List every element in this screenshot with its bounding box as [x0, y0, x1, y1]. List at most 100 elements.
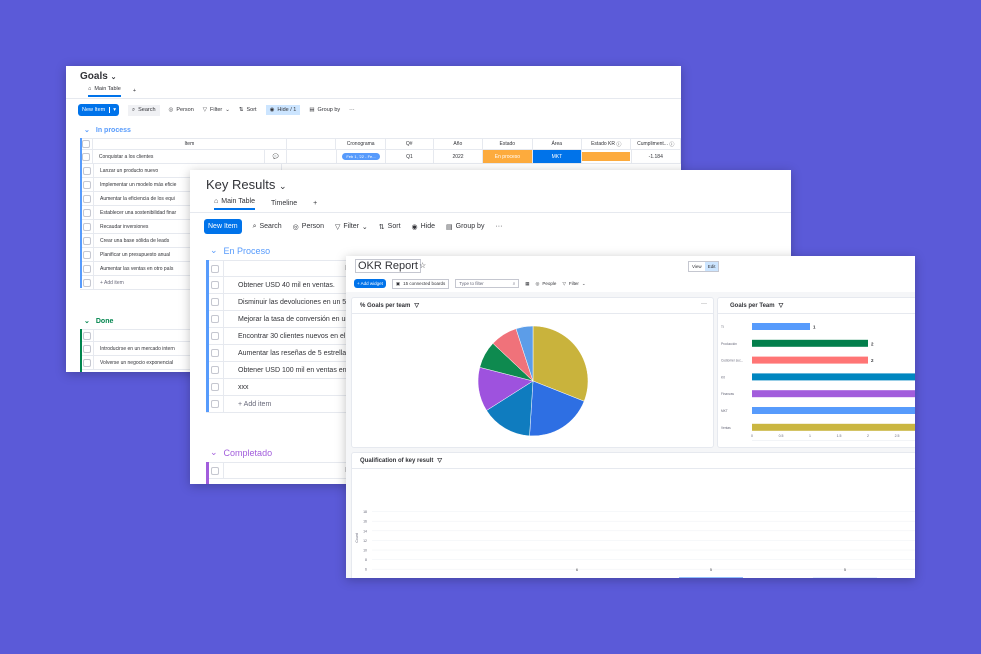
stacked-widget: Qualification of key result ▽ 4 6 8 10 12 14 16…: [351, 452, 915, 578]
add-item-row[interactable]: + Add item: [206, 396, 351, 413]
chevron-down-icon[interactable]: ⌄: [210, 245, 218, 255]
quarter-cell[interactable]: Q1: [386, 150, 434, 163]
tab-timeline[interactable]: Timeline: [270, 200, 298, 207]
filter-button[interactable]: ▽ Filter ⌄: [334, 223, 368, 231]
hide-button[interactable]: ◉ Hide: [411, 223, 436, 231]
group-by-button[interactable]: ▤ Group by: [446, 223, 485, 231]
person-button[interactable]: ◎ Person: [168, 107, 194, 113]
column-header[interactable]: [287, 139, 337, 149]
column-header[interactable]: Cumpliment... ⓘ: [631, 139, 681, 149]
table-row[interactable]: Aumentar las reseñas de 5 estrellas: [206, 345, 351, 362]
group-done[interactable]: ⌄ Done: [84, 317, 114, 326]
pie-widget: % Goals per team ▽ ···: [351, 297, 714, 448]
more-button[interactable]: ···: [701, 301, 707, 307]
table-row[interactable]: xxx: [206, 379, 351, 396]
new-item-button[interactable]: New Item ▾: [78, 104, 119, 116]
column-header[interactable]: Año: [434, 139, 484, 149]
star-icon[interactable]: ☆: [419, 261, 427, 270]
view-button[interactable]: View: [692, 264, 702, 269]
filter-icon[interactable]: ▽: [437, 458, 442, 464]
group-by-button[interactable]: ▤ Group by: [309, 107, 341, 113]
item-cell[interactable]: xxx: [224, 379, 351, 395]
item-cell[interactable]: Encontrar 30 clientes nuevos en el e: [224, 328, 351, 344]
select-all-checkbox[interactable]: [206, 261, 224, 276]
area-cell[interactable]: MKT: [532, 150, 583, 163]
filter-input[interactable]: Type to filter ⌕: [455, 279, 520, 288]
y-tick-label: Ventas: [721, 426, 731, 430]
status-cell[interactable]: En proceso: [483, 150, 533, 163]
edit-button[interactable]: Edit: [704, 262, 719, 271]
chevron-down-icon[interactable]: ⌄: [84, 127, 90, 134]
person-button[interactable]: ◎ Person: [292, 223, 324, 231]
column-header[interactable]: Estado KR ⓘ: [582, 139, 632, 149]
chevron-down-icon[interactable]: ⌄: [210, 447, 218, 457]
filter-button[interactable]: ▽ Filter ⌄: [202, 107, 230, 113]
table-row[interactable]: Conquistar a los clientes 💬 Feb 1, '22 -…: [80, 150, 681, 164]
more-button[interactable]: ···: [495, 223, 503, 230]
item-cell[interactable]: Aumentar las reseñas de 5 estrellas: [224, 345, 351, 361]
select-all-checkbox[interactable]: [80, 139, 93, 149]
year-cell[interactable]: 2022: [434, 150, 484, 163]
item-cell[interactable]: Obtener USD 40 mil en ventas.: [224, 277, 351, 293]
table-row[interactable]: Encontrar 30 clientes nuevos en el e: [206, 328, 351, 345]
chevron-down-icon[interactable]: ⌄: [110, 74, 117, 81]
column-header[interactable]: It: [224, 261, 351, 276]
search-button[interactable]: ⌕ Search: [252, 222, 282, 231]
tab-main-table[interactable]: ⌂ Main Table: [214, 198, 255, 210]
timeline-cell[interactable]: Feb 1, '22 - Fe...: [337, 150, 387, 163]
y-tick-label: TI: [721, 325, 724, 329]
sort-button[interactable]: ⇅ Sort: [238, 107, 257, 113]
qualification-chart: 4681012141618Count31612515: [355, 510, 915, 578]
group-completado[interactable]: ⌄ Completado: [210, 447, 273, 458]
add-widget-button[interactable]: + Add widget: [354, 279, 386, 288]
fulfillment-cell[interactable]: -1.184: [632, 150, 681, 163]
table-row[interactable]: Disminuir las devoluciones en un 5%: [206, 294, 351, 311]
search-button[interactable]: ⌕ Search: [128, 104, 160, 116]
group-en-proceso[interactable]: ⌄ En Proceso: [210, 245, 271, 256]
column-header[interactable]: Cronograma: [336, 139, 386, 149]
column-header[interactable]: Item: [93, 139, 287, 149]
eye-icon: ◉: [411, 223, 418, 231]
item-cell[interactable]: Obtener USD 100 mil en ventas en e: [224, 362, 351, 378]
conversation-icon[interactable]: 💬: [265, 150, 288, 163]
okr-header: [346, 256, 915, 292]
chevron-down-icon[interactable]: ▾: [109, 107, 119, 113]
new-item-button[interactable]: New Item: [204, 219, 242, 234]
goals-title[interactable]: Goals ⌄: [80, 71, 116, 82]
tab-main-table[interactable]: ⌂ Main Table: [88, 86, 121, 97]
hide-button[interactable]: ◉ Hide / 1: [265, 105, 301, 115]
sort-button[interactable]: ⇅ Sort: [378, 223, 401, 231]
column-header[interactable]: It: [224, 463, 351, 478]
row-checkbox[interactable]: [80, 150, 93, 163]
table-row[interactable]: Mejorar la tasa de conversión en un: [206, 311, 351, 328]
group-in-process[interactable]: ⌄ In process: [84, 126, 131, 135]
column-header[interactable]: Estado: [483, 139, 533, 149]
empty-cell[interactable]: [287, 150, 337, 163]
chevron-down-icon[interactable]: ⌄: [84, 318, 90, 325]
column-header[interactable]: Q#: [386, 139, 434, 149]
table-row[interactable]: Obtener USD 40 mil en ventas.: [206, 277, 351, 294]
y-tick-label: MKT: [721, 409, 728, 413]
filter-icon[interactable]: ▽: [414, 303, 419, 309]
table-row[interactable]: Obtener USD 100 mil en ventas en e: [206, 362, 351, 379]
column-header[interactable]: Área: [533, 139, 582, 149]
filter-icon[interactable]: ▽: [778, 303, 784, 309]
add-item-button[interactable]: + Add item: [224, 396, 351, 412]
add-tab-button[interactable]: +: [132, 88, 137, 94]
people-button[interactable]: ◎ People: [535, 280, 557, 287]
filter-button[interactable]: ▽ Filter ⌄: [562, 280, 586, 287]
connected-boards-button[interactable]: ▣ 15 connected boards: [391, 278, 450, 289]
okr-title[interactable]: OKR Report: [355, 259, 421, 273]
kr-title[interactable]: Key Results ⌄: [206, 177, 287, 192]
y-tick-label: 6: [365, 568, 367, 572]
kr-status-cell[interactable]: [582, 150, 632, 163]
calendar-icon[interactable]: ▦: [525, 280, 530, 286]
item-cell[interactable]: Disminuir las devoluciones en un 5%: [224, 294, 351, 310]
chevron-down-icon[interactable]: ⌄: [279, 181, 287, 191]
more-button[interactable]: ···: [349, 107, 355, 113]
pie-slice: [532, 325, 589, 402]
add-tab-button[interactable]: +: [313, 200, 318, 207]
item-cell[interactable]: Conquistar a los clientes: [93, 150, 266, 163]
chevron-down-icon: ⌄: [581, 280, 586, 286]
item-cell[interactable]: Mejorar la tasa de conversión en un: [224, 311, 351, 327]
